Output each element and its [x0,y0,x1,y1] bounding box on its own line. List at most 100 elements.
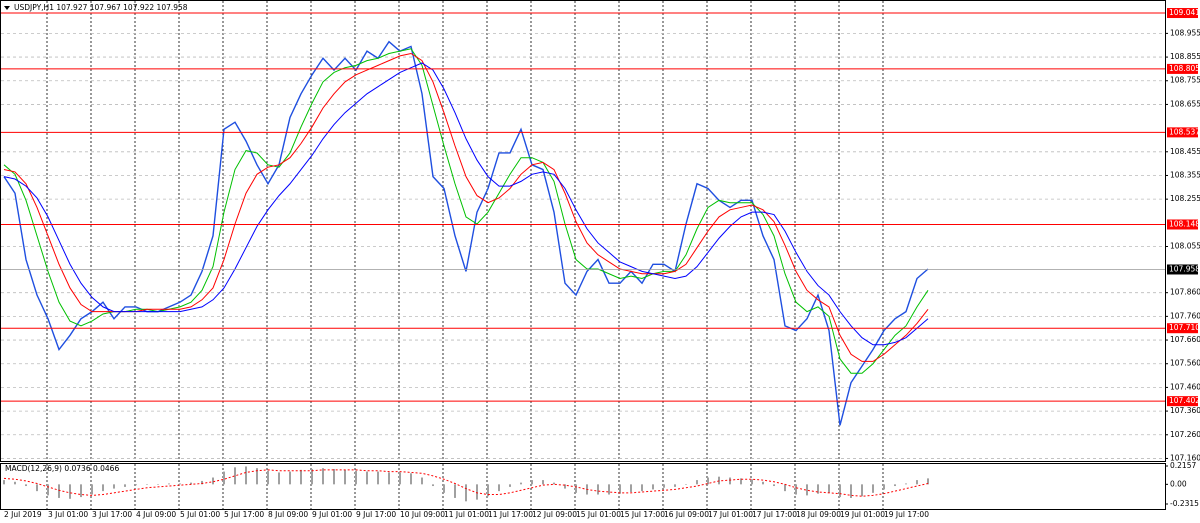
macd-bar [421,477,423,485]
macd-bar [883,484,885,490]
macd-bar [256,468,258,485]
macd-bar [597,484,599,495]
x-tick-label: 3 Jul 01:00 [48,510,88,519]
x-tick-label: 19 Jul 17:00 [884,510,929,519]
macd-bar [113,484,115,489]
macd-bar [509,484,511,487]
macd-bar [850,484,852,498]
y-tick-label: 107.360 [1170,406,1200,415]
level-label: 108.148 [1169,219,1200,228]
x-tick-label: 11 Jul 01:00 [444,510,489,519]
macd-bar [861,484,863,497]
macd-bar [190,482,192,485]
x-tick-label: 2 Jul 2019 [4,510,42,519]
y-tick-label: 107.660 [1170,335,1200,344]
macd-bar [278,472,280,485]
level-label-box [1167,63,1198,74]
x-tick-label: 17 Jul 17:00 [752,510,797,519]
x-tick-label: 15 Jul 01:00 [576,510,621,519]
y-tick-label: 108.255 [1170,194,1200,203]
level-label-box [1167,323,1198,334]
macd-bar [102,484,104,492]
macd-bar [135,484,137,486]
level-label-box [1167,396,1198,407]
macd-bar [696,480,698,485]
macd-bar [916,480,918,485]
macd-bar [630,484,632,492]
y-tick-label: 108.755 [1170,76,1200,85]
macd-bar [157,484,159,485]
macd-bar [707,477,709,485]
macd-bar [366,471,368,485]
level-label-box [1167,127,1198,138]
x-tick-label: 17 Jul 01:00 [708,510,753,519]
y-tick-label: 108.355 [1170,170,1200,179]
macd-bar [498,484,500,492]
y-tick-label: 107.260 [1170,430,1200,439]
signal-line [3,469,929,497]
x-tick-label: 9 Jul 01:00 [312,510,352,519]
macd-bar [740,478,742,485]
macd-bar [443,484,445,493]
level-label: 108.805 [1169,64,1200,73]
macd-bar [762,481,764,485]
macd-bar [47,484,49,496]
macd-bar [311,469,313,485]
main-frame [0,0,1166,462]
last-price-label: 107.958 [1169,264,1200,273]
macd-bar [795,484,797,495]
macd-bar [410,473,412,485]
x-tick-label: 4 Jul 09:00 [136,510,176,519]
macd-bar [564,484,566,489]
level-label: 107.710 [1169,323,1200,332]
macd-bar [212,477,214,485]
macd-bar [542,480,544,485]
macd-bar [751,479,753,485]
macd-bar [146,484,148,485]
macd-bar [454,484,456,498]
macd-bar [817,484,819,494]
moving-average [3,52,929,362]
macd-bar [608,484,610,495]
macd-bar [641,484,643,492]
macd-bar [58,484,60,498]
x-tick-label: 19 Jul 01:00 [840,510,885,519]
x-tick-label: 15 Jul 17:00 [620,510,665,519]
macd-bar [322,468,324,485]
macd-bar [520,482,522,485]
x-tick-label: 10 Jul 09:00 [400,510,445,519]
macd-bar [872,484,874,493]
chart-title: USDJPY,H1 107.927 107.967 107.922 107.95… [14,3,188,12]
y-tick-label: 107.460 [1170,382,1200,391]
macd-bar [784,484,786,492]
macd-bar [344,469,346,485]
macd-bar [652,484,654,490]
macd-bar [14,481,16,485]
macd-bar [839,484,841,498]
macd-bar [531,480,533,485]
macd-bar [234,467,236,485]
macd-bar [91,484,93,495]
macd-bar [729,477,731,485]
y-tick-label: 0.00 [1170,479,1187,488]
y-tick-label: 0.2157 [1170,461,1196,470]
macd-bar [333,469,335,485]
macd-bar [267,470,269,485]
x-tick-label: 5 Jul 17:00 [224,510,264,519]
x-tick-label: 9 Jul 17:00 [356,510,396,519]
macd-bar [619,484,621,494]
macd-bar [124,484,126,487]
macd-bar [553,482,555,485]
y-tick-label: -0.2315 [1170,499,1199,508]
level-label: 109.041 [1169,8,1200,17]
x-tick-label: 11 Jul 17:00 [488,510,533,519]
level-label: 107.402 [1169,396,1200,405]
x-tick-label: 5 Jul 01:00 [180,510,220,519]
macd-bar [69,484,71,499]
menu-arrow[interactable] [4,6,10,10]
macd-bar [476,484,478,500]
macd-bar [80,484,82,498]
level-label-box [1167,8,1198,19]
y-tick-label: 108.655 [1170,99,1200,108]
x-tick-label: 18 Jul 09:00 [796,510,841,519]
